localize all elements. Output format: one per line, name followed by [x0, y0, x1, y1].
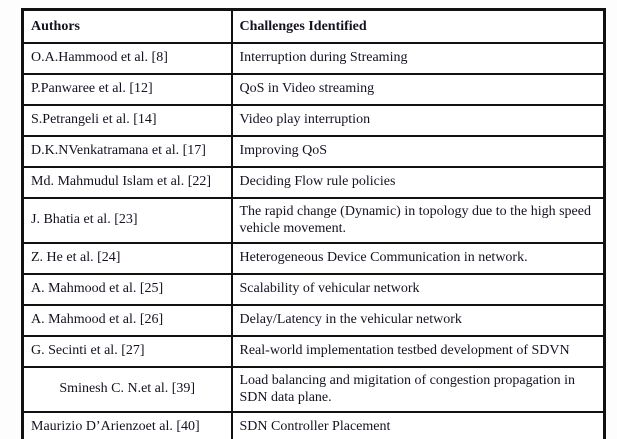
- challenge-cell: Deciding Flow rule policies: [230, 165, 606, 199]
- table-row: Md. Mahmudul Islam et al. [22] Deciding …: [21, 165, 606, 199]
- table-row: J. Bhatia et al. [23] The rapid change (…: [21, 196, 606, 244]
- author-cell: S.Petrangeli et al. [14]: [21, 103, 233, 137]
- column-header-challenges: Challenges Identified: [230, 8, 606, 44]
- author-cell: D.K.NVenkatramana et al. [17]: [21, 134, 233, 168]
- table-row: Sminesh C. N.et al. [39] Load balancing …: [21, 365, 606, 413]
- challenge-cell: Video play interruption: [230, 103, 606, 137]
- author-cell: G. Secinti et al. [27]: [21, 334, 233, 368]
- table-row: A. Mahmood et al. [26] Delay/Latency in …: [21, 303, 606, 337]
- challenge-cell: Improving QoS: [230, 134, 606, 168]
- table-row: D.K.NVenkatramana et al. [17] Improving …: [21, 134, 606, 168]
- author-cell: J. Bhatia et al. [23]: [21, 196, 233, 244]
- author-cell: O.A.Hammood et al. [8]: [21, 41, 233, 75]
- author-cell: A. Mahmood et al. [26]: [21, 303, 233, 337]
- table-row: P.Panwaree et al. [12] QoS in Video stre…: [21, 72, 606, 106]
- author-cell: Md. Mahmudul Islam et al. [22]: [21, 165, 233, 199]
- challenge-cell: Heterogeneous Device Communication in ne…: [230, 241, 606, 275]
- challenge-cell: Delay/Latency in the vehicular network: [230, 303, 606, 337]
- challenge-cell: The rapid change (Dynamic) in topology d…: [230, 196, 606, 244]
- author-cell: P.Panwaree et al. [12]: [21, 72, 233, 106]
- challenge-cell: Interruption during Streaming: [230, 41, 606, 75]
- author-cell: A. Mahmood et al. [25]: [21, 272, 233, 306]
- challenge-cell: Load balancing and migitation of congest…: [230, 365, 606, 413]
- table-row: Z. He et al. [24] Heterogeneous Device C…: [21, 241, 606, 275]
- challenge-cell: Scalability of vehicular network: [230, 272, 606, 306]
- challenge-cell: Real-world implementation testbed develo…: [230, 334, 606, 368]
- table-row: O.A.Hammood et al. [8] Interruption duri…: [21, 41, 606, 75]
- challenges-table: Authors Challenges Identified O.A.Hammoo…: [21, 8, 606, 439]
- column-header-authors: Authors: [21, 8, 233, 44]
- challenge-cell: SDN Controller Placement: [230, 410, 606, 439]
- table-row: S.Petrangeli et al. [14] Video play inte…: [21, 103, 606, 137]
- author-cell: Sminesh C. N.et al. [39]: [21, 365, 233, 413]
- author-cell: Maurizio D’Arienzoet al. [40]: [21, 410, 233, 439]
- author-cell: Z. He et al. [24]: [21, 241, 233, 275]
- table-row: G. Secinti et al. [27] Real-world implem…: [21, 334, 606, 368]
- header-row: Authors Challenges Identified: [21, 8, 606, 44]
- table-row: A. Mahmood et al. [25] Scalability of ve…: [21, 272, 606, 306]
- challenge-cell: QoS in Video streaming: [230, 72, 606, 106]
- table-row: Maurizio D’Arienzoet al. [40] SDN Contro…: [21, 410, 606, 439]
